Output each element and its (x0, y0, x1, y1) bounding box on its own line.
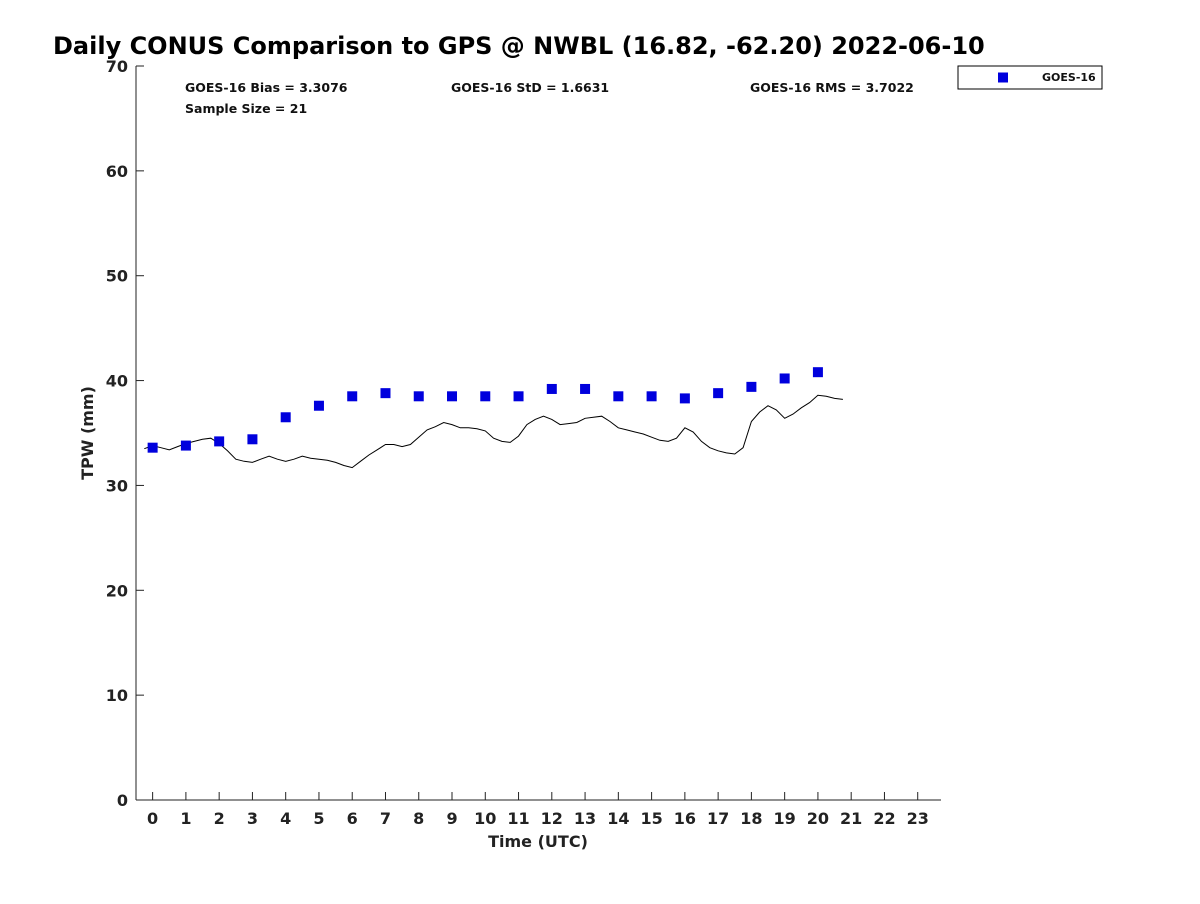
stat-bias: GOES-16 Bias = 3.3076 (185, 80, 348, 95)
y-tick-label: 60 (106, 162, 128, 181)
goes16-data-point (347, 391, 358, 402)
x-tick-label: 0 (147, 809, 158, 828)
x-tick-label: 2 (214, 809, 225, 828)
x-tick-label: 19 (774, 809, 796, 828)
goes16-data-point (812, 367, 823, 378)
legend-box (957, 65, 1103, 90)
goes16-data-point (214, 436, 225, 447)
x-tick-label: 12 (541, 809, 563, 828)
y-tick-label: 50 (106, 267, 128, 286)
x-tick-label: 17 (707, 809, 729, 828)
goes16-data-point (513, 391, 524, 402)
goes16-data-point (447, 391, 458, 402)
x-axis-label: Time (UTC) (488, 832, 588, 851)
x-tick-label: 4 (280, 809, 291, 828)
x-tick-label: 1 (180, 809, 191, 828)
x-tick-label: 16 (674, 809, 696, 828)
stat-std: GOES-16 StD = 1.6631 (451, 80, 609, 95)
x-tick-label: 18 (740, 809, 762, 828)
goes16-data-point (280, 412, 291, 423)
goes16-data-point (413, 391, 424, 402)
x-tick-label: 11 (507, 809, 529, 828)
goes16-data-point (613, 391, 624, 402)
goes16-data-point (247, 434, 258, 445)
x-tick-label: 8 (413, 809, 424, 828)
y-tick-label: 70 (106, 57, 128, 76)
goes16-data-point (313, 400, 324, 411)
legend-marker-goes16 (998, 72, 1008, 83)
gps-tpw-line (144, 394, 843, 469)
x-tick-label: 10 (474, 809, 496, 828)
goes16-data-point (580, 383, 591, 394)
goes16-data-point (646, 391, 657, 402)
gps-line-layer (144, 394, 843, 469)
goes16-data-point (779, 373, 790, 384)
goes16-data-point (480, 391, 491, 402)
x-tick-label: 5 (313, 809, 324, 828)
y-tick-label: 10 (106, 686, 128, 705)
goes16-data-point (713, 388, 724, 399)
legend: GOES-16 (957, 65, 1103, 90)
x-tick-label: 3 (247, 809, 258, 828)
y-tick-label: 30 (106, 476, 128, 495)
chart-title: Daily CONUS Comparison to GPS @ NWBL (16… (53, 32, 985, 60)
x-tick-label: 22 (873, 809, 895, 828)
x-tick-label: 21 (840, 809, 862, 828)
stat-rms: GOES-16 RMS = 3.7022 (750, 80, 914, 95)
goes16-data-point (746, 381, 757, 392)
goes16-data-point (380, 388, 391, 399)
stat-sample-size: Sample Size = 21 (185, 101, 307, 116)
x-tick-label: 23 (907, 809, 929, 828)
x-tick-label: 20 (807, 809, 829, 828)
y-tick-label: 0 (117, 791, 128, 810)
x-tick-label: 14 (607, 809, 629, 828)
legend-label-goes16: GOES-16 (1042, 71, 1096, 84)
y-tick-label: 40 (106, 372, 128, 391)
x-tick-label: 15 (640, 809, 662, 828)
goes16-data-point (147, 442, 158, 453)
y-tick-label: 20 (106, 581, 128, 600)
goes16-data-point (679, 393, 690, 404)
goes16-points-layer (147, 367, 823, 453)
x-tick-label: 7 (380, 809, 391, 828)
goes16-data-point (180, 440, 191, 451)
x-tick-label: 6 (347, 809, 358, 828)
y-axis-label: TPW (mm) (78, 386, 97, 480)
x-tick-label: 13 (574, 809, 596, 828)
goes16-data-point (546, 383, 557, 394)
x-tick-label: 9 (446, 809, 457, 828)
